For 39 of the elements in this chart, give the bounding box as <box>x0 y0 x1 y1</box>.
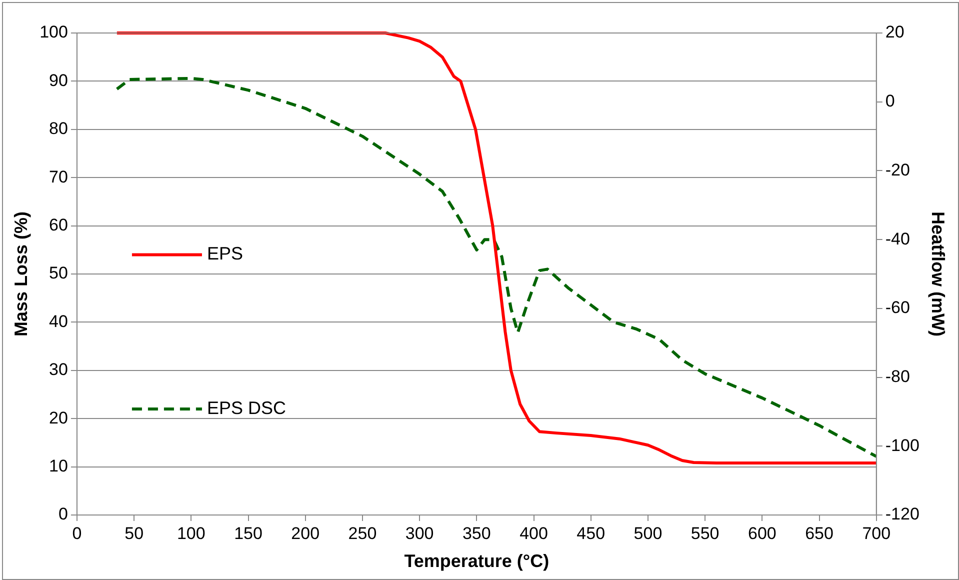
x-tick-label: 400 <box>520 524 548 543</box>
x-tick-label: 50 <box>124 524 144 543</box>
y2-axis-title: Heatflow (mW) <box>928 212 948 336</box>
y-tick-label: 40 <box>49 312 68 331</box>
y2-tick-label: 20 <box>885 22 904 42</box>
y-tick-label: 90 <box>49 70 68 90</box>
y-tick-label: 50 <box>49 264 68 283</box>
x-tick-label: 150 <box>234 524 262 543</box>
y-tick-label: 30 <box>49 360 68 380</box>
y-tick-label: 20 <box>49 408 68 428</box>
y2-tick-label: -20 <box>885 160 910 180</box>
x-tick-label: 550 <box>690 524 720 543</box>
y2-tick-label: -120 <box>885 504 920 524</box>
y-tick-label: 10 <box>49 456 68 476</box>
x-tick-label: 300 <box>405 524 434 543</box>
legend-label: EPS <box>206 244 243 264</box>
x-tick-label: 250 <box>348 524 377 543</box>
y2-tick-label: -40 <box>885 229 910 248</box>
y-tick-label: 0 <box>58 504 68 524</box>
x-tick-label: 350 <box>462 524 491 543</box>
y2-tick-label: -100 <box>885 436 920 455</box>
x-tick-label: 200 <box>291 524 320 543</box>
x-tick-label: 600 <box>748 524 776 543</box>
x-tick-label: 700 <box>862 524 891 543</box>
y-axis-title: Mass Loss (%) <box>10 211 31 337</box>
x-tick-label: 450 <box>576 524 606 543</box>
y2-tick-label: -80 <box>885 366 910 386</box>
y-tick-label: 100 <box>40 22 68 42</box>
x-tick-label: 500 <box>634 524 662 543</box>
y-tick-label: 70 <box>49 167 68 186</box>
legend-label: EPS DSC <box>206 398 286 418</box>
y-tick-label: 80 <box>49 119 68 138</box>
x-tick-label: 650 <box>805 524 834 543</box>
y2-tick-label: -60 <box>885 298 910 318</box>
x-tick-label: 0 <box>72 524 82 543</box>
x-tick-label: 100 <box>176 524 206 543</box>
y-tick-label: 60 <box>49 215 68 234</box>
y2-tick-label: 0 <box>885 92 895 111</box>
x-axis-title: Temperature (°C) <box>404 551 550 572</box>
